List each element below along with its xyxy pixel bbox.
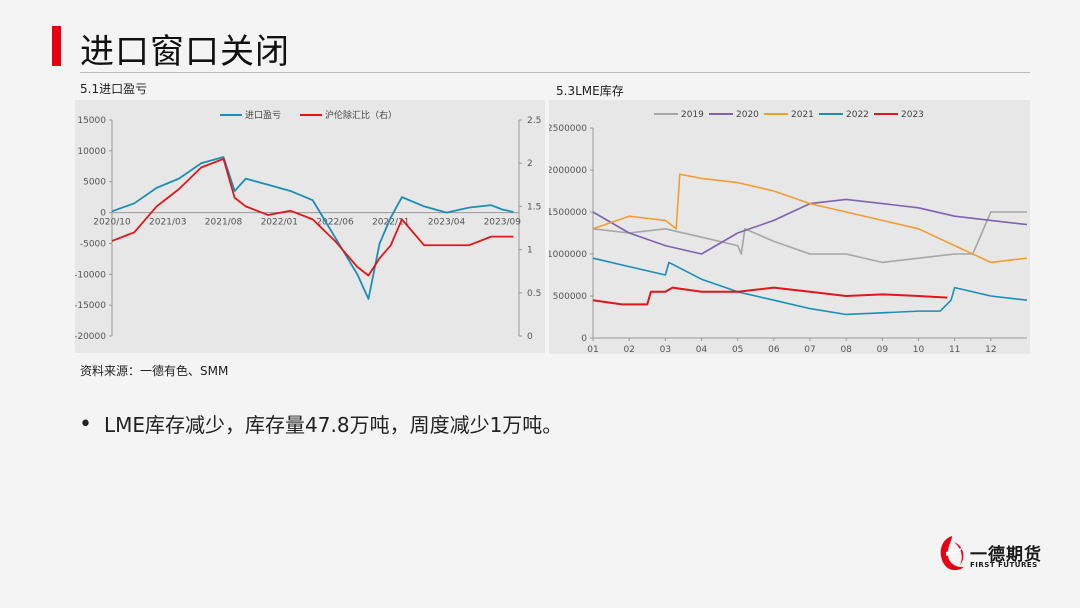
x-tick-label: 2023/09 [484, 218, 522, 228]
x-tick-label: 04 [696, 345, 708, 354]
y-tick-label: 500000 [553, 292, 588, 302]
y-tick-label: 0 [581, 334, 587, 344]
left-y-tick-label: 5000 [83, 178, 106, 188]
title-accent-bar [52, 26, 61, 66]
legend-label: 2023 [901, 110, 924, 120]
company-logo-icon [940, 536, 964, 571]
lme-inventory-chart-panel: 2500000 2000000 1500000 1000000 500000 0 01 02 0… [547, 100, 1030, 355]
y-tick-label: 2500000 [549, 124, 587, 134]
series-line-1 [111, 157, 514, 277]
x-tick-label: 01 [587, 345, 598, 354]
x-tick-label: 2023/04 [428, 218, 466, 228]
x-tick-label: 2020/10 [93, 218, 131, 228]
x-tick-label: 08 [840, 345, 852, 354]
right-chart-title: 5.3LME库存 [556, 84, 624, 98]
left-y-tick-label: -20000 [75, 332, 106, 342]
left-y-tick-label: 15000 [77, 116, 106, 126]
legend-label: 2019 [681, 110, 704, 120]
series-line-2019 [592, 211, 1027, 264]
x-tick-label: 03 [660, 345, 671, 354]
x-tick-label: 07 [804, 345, 815, 354]
legend-label: 2021 [791, 110, 814, 120]
legend-label: 进口盈亏 [245, 110, 281, 121]
x-tick-label: 2021/03 [149, 218, 186, 228]
lme-inventory-chart: 2500000 2000000 1500000 1000000 500000 001 02 0… [547, 110, 1028, 355]
series-line-2020 [592, 198, 1028, 255]
left-chart-title: 5.1进口盈亏 [80, 82, 148, 96]
title-divider [80, 72, 1030, 73]
legend-label: 2020 [736, 110, 759, 120]
import-profit-chart: 15000 10000 5000 0 -5000 -10000 -15000 -20000 2.… [74, 109, 541, 342]
page-title: 进口窗口关闭 [80, 32, 290, 72]
series-line-0 [111, 156, 514, 300]
x-tick-label: 11 [949, 345, 960, 354]
series-line-2021 [592, 173, 1028, 264]
bullet-text: LME库存减少，库存量47.8万吨，周度减少1万吨。 [104, 413, 563, 437]
left-y-tick-label: 10000 [77, 147, 106, 157]
x-tick-label: 12 [985, 345, 996, 354]
x-tick-label: 05 [732, 345, 743, 354]
y-tick-label: 1000000 [549, 250, 587, 260]
left-y-tick-label: -15000 [75, 301, 106, 311]
logo-name: 一德期货 [970, 545, 1042, 565]
right-y-tick-label: 0.5 [527, 289, 541, 299]
data-source: 资料来源：一德有色、SMM [80, 364, 229, 378]
series-line-2022 [592, 257, 1028, 316]
x-tick-label: 09 [877, 345, 889, 354]
y-tick-label: 2000000 [549, 166, 587, 176]
left-y-tick-label: 0 [100, 209, 106, 219]
x-tick-label: 2022/11 [372, 218, 409, 228]
legend-label: 2022 [846, 110, 869, 120]
right-y-tick-label: 1.5 [527, 202, 541, 212]
right-y-tick-label: 2 [527, 159, 533, 169]
x-tick-label: 2021/08 [205, 218, 243, 228]
left-y-tick-label: -10000 [75, 270, 106, 280]
x-tick-label: 02 [623, 345, 634, 354]
series-line-2023 [592, 286, 948, 306]
right-y-tick-label: 2.5 [527, 116, 541, 126]
x-tick-label: 2022/06 [316, 218, 354, 228]
bullet-dot: • [79, 412, 92, 437]
right-y-tick-label: 0 [527, 332, 533, 342]
import-profit-chart-panel: 15000 10000 5000 0 -5000 -10000 -15000 -20000 2.… [74, 100, 545, 353]
x-tick-label: 10 [913, 345, 925, 354]
logo-en: FIRST FUTURES [970, 561, 1038, 569]
left-y-tick-label: -5000 [80, 239, 106, 249]
right-y-tick-label: 1 [527, 246, 533, 256]
x-tick-label: 06 [768, 345, 780, 354]
legend-label: 沪伦除汇比（右） [325, 109, 397, 121]
y-tick-label: 1500000 [549, 208, 587, 218]
x-tick-label: 2022/01 [261, 218, 298, 228]
